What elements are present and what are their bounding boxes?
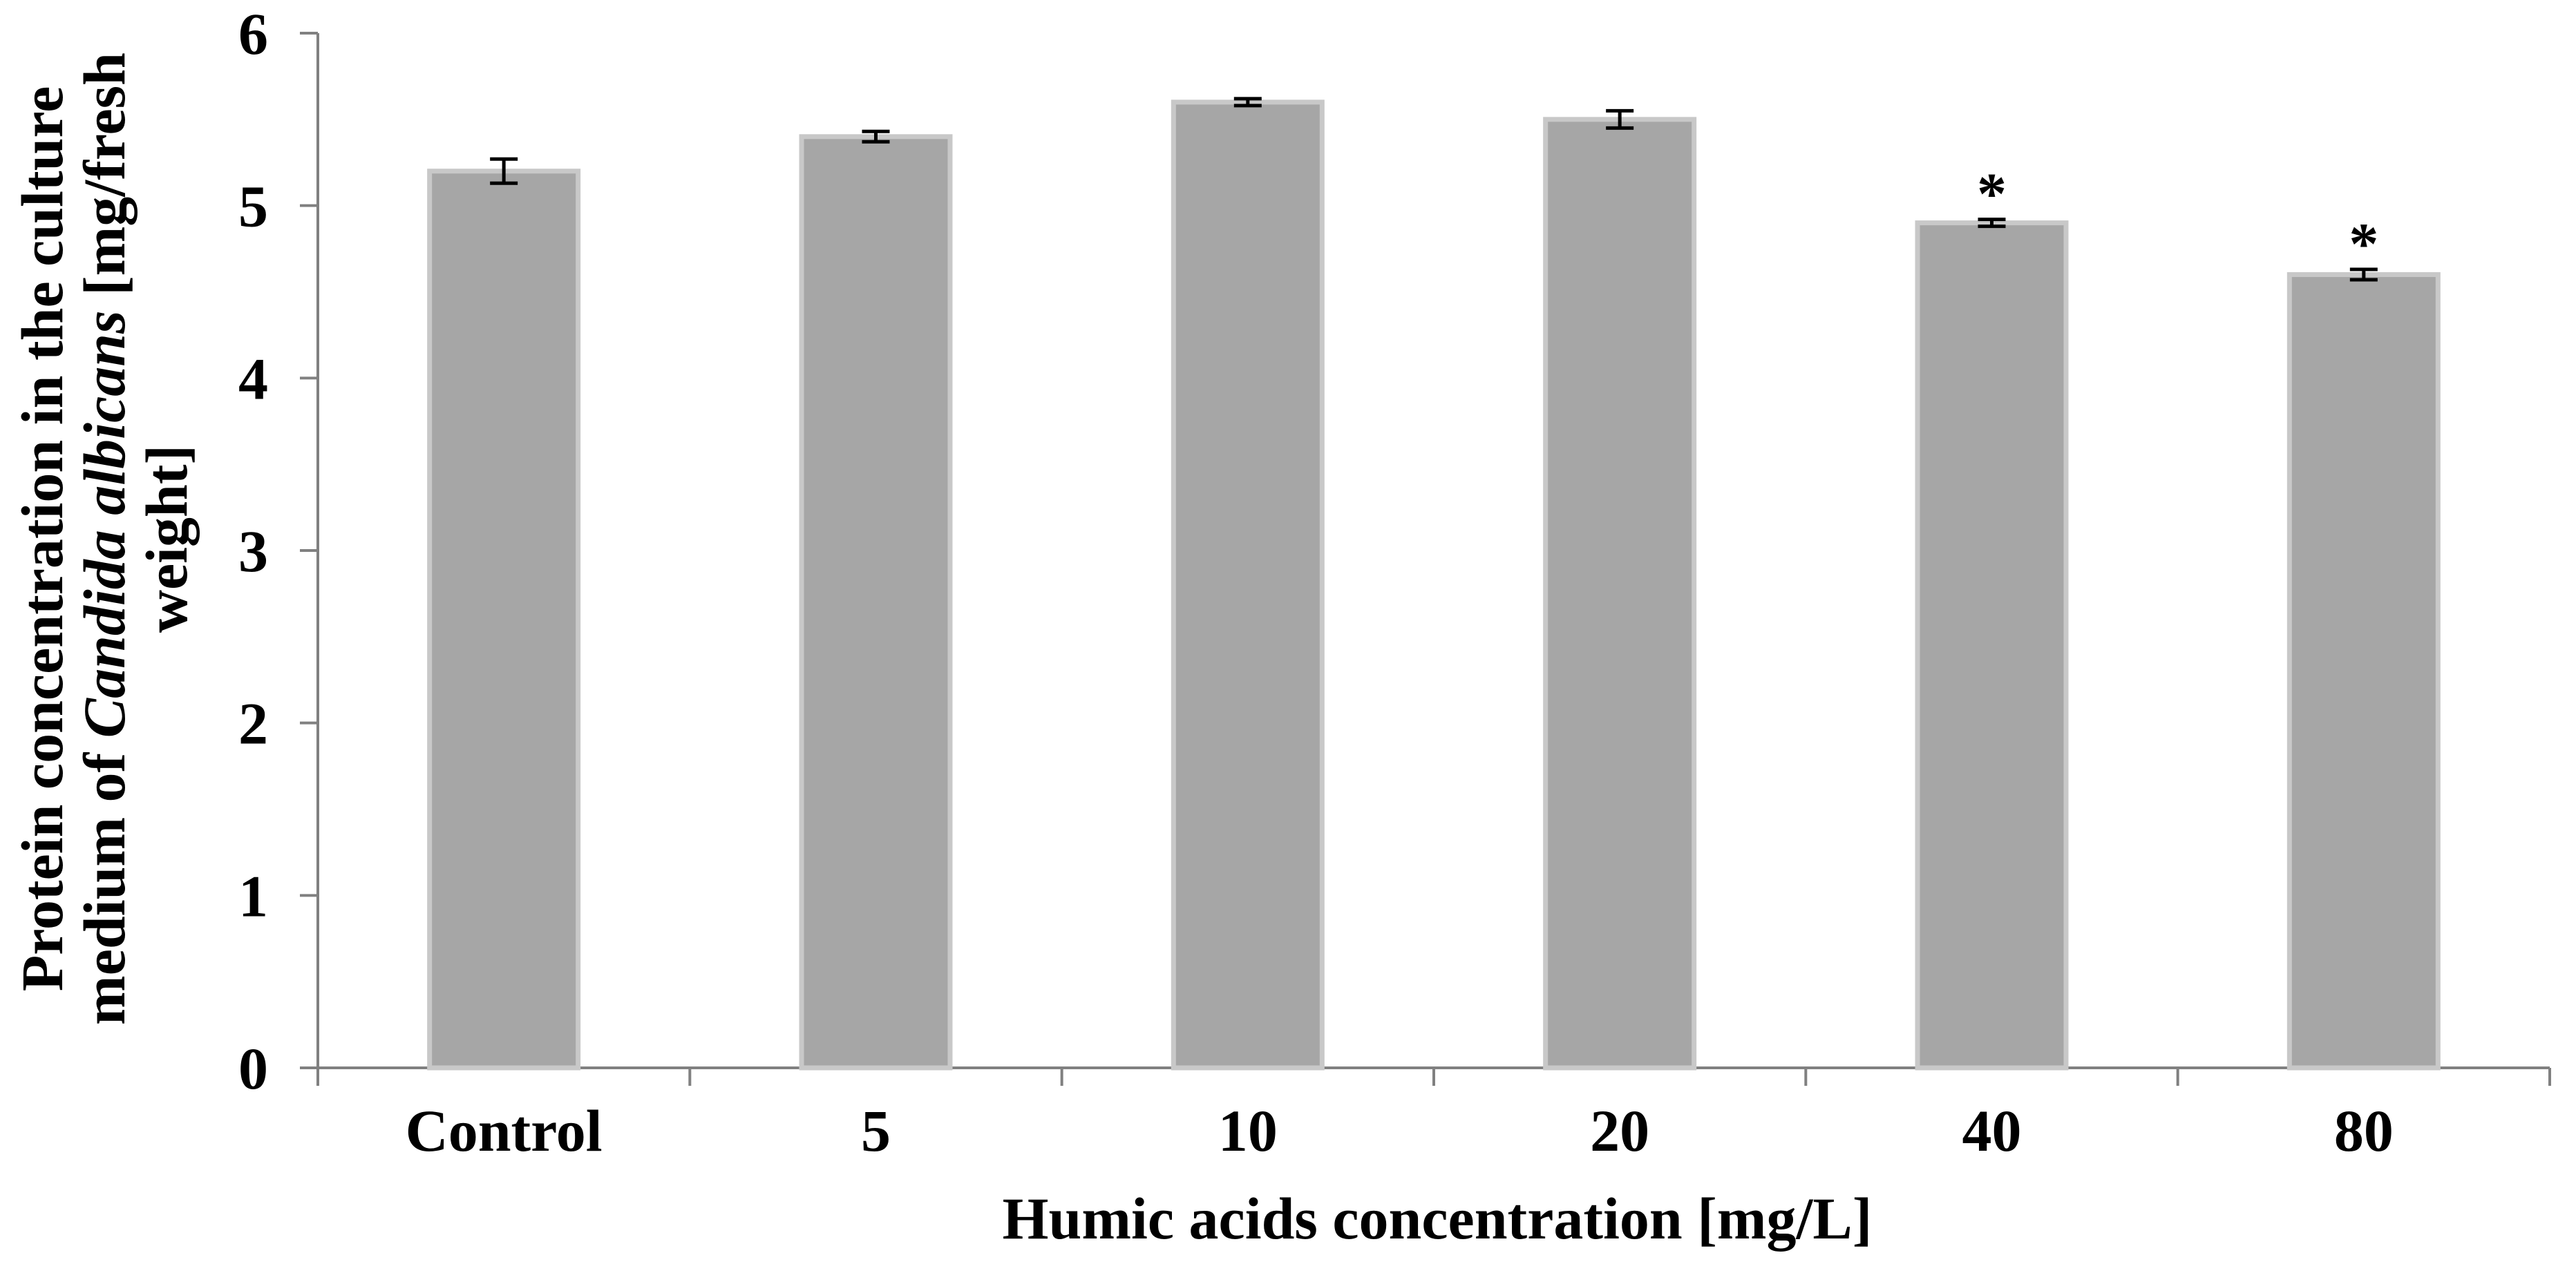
y-tick-label: 2 (238, 691, 268, 757)
y-tick-label: 4 (238, 345, 268, 412)
x-tick-label: 40 (1962, 1098, 2022, 1164)
x-axis-title: Humic acids concentration [mg/L] (1003, 1185, 1873, 1252)
bar (1171, 99, 1325, 1071)
y-tick-label: 3 (238, 518, 268, 584)
y-axis-title-line-3: weight] (133, 445, 200, 633)
axes (300, 32, 2551, 1086)
y-axis-title-line-2-end: [mg/fresh (71, 52, 138, 310)
bar (427, 169, 581, 1071)
y-axis-title-line-2-start: medium of (71, 738, 138, 1025)
x-tick-label: 5 (861, 1098, 891, 1164)
y-axis-title: Protein concentration in the culture med… (9, 52, 200, 1025)
y-tick-label: 6 (238, 1, 268, 67)
x-tick-label: 10 (1218, 1098, 1278, 1164)
y-tick-label: 5 (238, 173, 268, 240)
axis-titles: Humic acids concentration [mg/L] Protein… (9, 52, 1872, 1252)
bar (799, 134, 953, 1071)
x-tick-label: 20 (1590, 1098, 1649, 1164)
y-axis-title-line-1: Protein concentration in the culture (9, 86, 75, 992)
bar (1915, 220, 2069, 1071)
significance-marker: * (2349, 211, 2378, 277)
x-tick-label: 80 (2334, 1098, 2394, 1164)
y-axis-title-line-2: medium of Candida albicans [mg/fresh (71, 52, 138, 1025)
bar (2286, 272, 2441, 1071)
tick-labels: 0 1 2 3 4 5 6 Control 5 10 20 * 40 * 80 (238, 1, 2394, 1164)
x-tick-label: Control (406, 1098, 603, 1164)
significance-marker: * (1977, 161, 2007, 227)
y-tick-label: 1 (238, 863, 268, 929)
bar (1543, 117, 1697, 1071)
y-tick-label: 0 (238, 1035, 268, 1102)
y-axis-title-species: Candida albicans (71, 310, 138, 738)
bars (427, 99, 2441, 1071)
error-bars (490, 97, 2378, 282)
